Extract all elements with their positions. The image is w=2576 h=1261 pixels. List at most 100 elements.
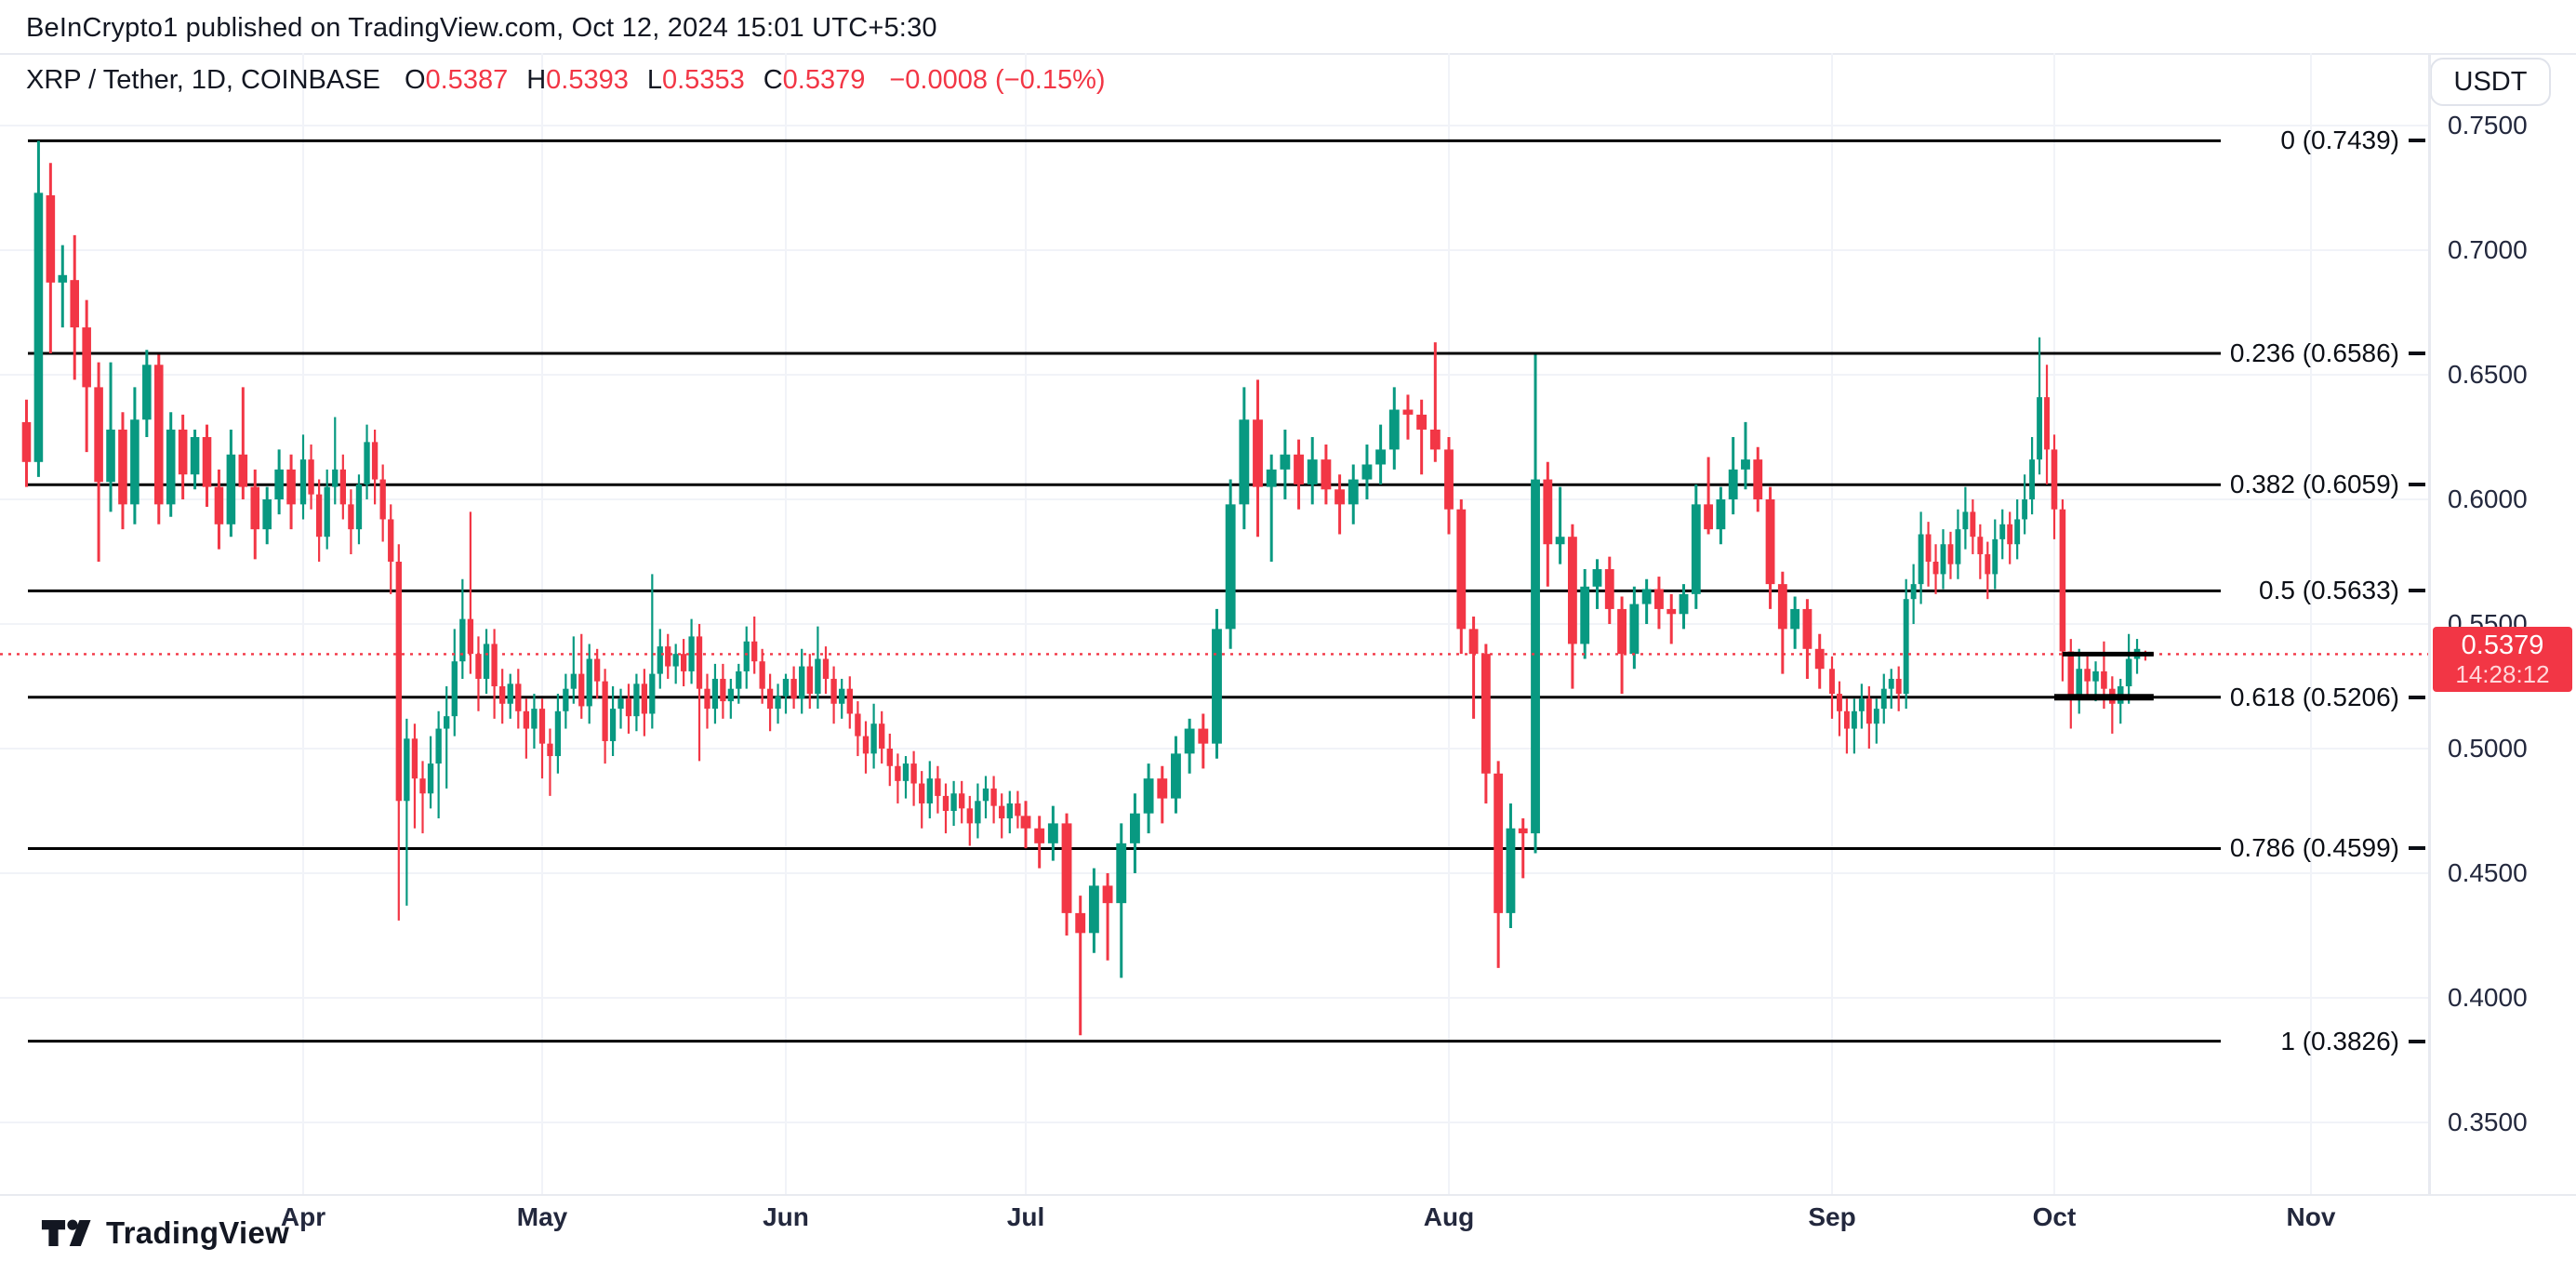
candle-body (226, 454, 236, 524)
candle-body (355, 484, 363, 530)
fib-label: 0.382 (0.6059) (2230, 470, 2425, 499)
candle-body (94, 387, 103, 483)
candle-body (563, 688, 569, 711)
candle-body (609, 709, 617, 741)
candle-body (1925, 534, 1932, 562)
candle-body (1116, 843, 1127, 904)
candle-body (1567, 537, 1577, 644)
candle-body (942, 795, 949, 811)
x-axis-label: Oct (2032, 1202, 2077, 1231)
candle-body (262, 499, 272, 530)
candle-body (926, 778, 933, 803)
candle-body (855, 713, 861, 737)
candle-body (822, 658, 830, 679)
candle-body (1429, 429, 1441, 450)
candle-body (1895, 678, 1902, 695)
candle-body (58, 274, 68, 283)
candle-body (1375, 449, 1387, 465)
candle-body (1918, 534, 1924, 585)
candle-body (1704, 504, 1714, 530)
candle-body (799, 666, 805, 699)
candle-body (315, 494, 323, 538)
candle-body (459, 618, 466, 662)
y-axis-label: 0.5000 (2448, 734, 2528, 763)
candle-body (308, 459, 314, 495)
candle-body (990, 788, 997, 806)
candle-body (1456, 509, 1467, 630)
candle-body (1977, 537, 1984, 554)
attribution-bar: BeInCrypto1 published on TradingView.com… (0, 0, 2576, 53)
candle-body (1481, 654, 1491, 774)
candle-body (1388, 409, 1400, 450)
candle-body (2014, 519, 2021, 545)
fib-label: 0.236 (0.6586) (2230, 338, 2425, 368)
candle-body (1617, 608, 1627, 655)
y-axis-label: 0.3500 (2448, 1108, 2528, 1136)
candle-body (870, 723, 877, 754)
currency-toggle-button[interactable]: USDT (2430, 58, 2551, 106)
tradingview-watermark[interactable]: TradingView (41, 1215, 289, 1252)
candle-body (2007, 524, 2013, 545)
candle-body (118, 429, 127, 505)
fib-tick-dash (2409, 589, 2425, 593)
fib-tick-dash (2409, 139, 2425, 143)
chart-legend[interactable]: XRP / Tether, 1D, COINBASE O0.5387 H0.539… (26, 65, 1106, 96)
price-scale[interactable]: 0.7500 0.7000 0.6500 0.6000 0.5500 0.5000 0.45… (2429, 53, 2576, 1194)
candle-body (1157, 778, 1168, 799)
candle-body (1184, 728, 1195, 754)
candle-body (1837, 694, 1842, 711)
candle-body (1728, 469, 1738, 499)
candle-body (33, 192, 44, 462)
candle-body (806, 666, 813, 695)
candle-body (1629, 604, 1640, 655)
x-axis-label: Sep (1808, 1202, 1856, 1231)
candle-body (130, 419, 139, 505)
candle-body (711, 678, 719, 710)
symbol-description[interactable]: XRP / Tether, 1D, COINBASE (26, 65, 380, 95)
candle-body (1416, 414, 1427, 430)
candle-body (178, 429, 188, 475)
candle-body (1741, 459, 1750, 470)
candle-body (1679, 593, 1689, 615)
candle-body (1543, 479, 1553, 545)
candle-body (2101, 670, 2107, 689)
ohlc-values: O0.5387 H0.5393 L0.5353 C0.5379 (405, 65, 865, 96)
header-divider (0, 53, 2576, 55)
candle-body (554, 710, 562, 757)
candle-body (2125, 658, 2132, 686)
fib-label: 0.786 (0.4599) (2230, 833, 2425, 863)
candle-body (427, 763, 434, 794)
candle-body (641, 684, 647, 714)
candle-body (1047, 823, 1058, 843)
candle-body (1171, 753, 1181, 799)
fib-label: 0 (0.7439) (2280, 126, 2425, 155)
fib-tick-dash (2409, 1039, 2425, 1043)
ohlc-pair: C0.5379 (763, 65, 866, 95)
candle-body (790, 678, 797, 699)
y-axis-label: 0.7500 (2448, 111, 2528, 139)
candle-body (2022, 499, 2028, 520)
candle-body (982, 788, 989, 802)
candle-body (166, 429, 176, 505)
candle-body (1239, 419, 1250, 505)
candle-body (2059, 509, 2066, 652)
candle-body (1910, 584, 1917, 600)
candle-body (657, 646, 663, 674)
candle-body (919, 783, 925, 803)
candle-body (886, 749, 893, 766)
candle-body (332, 469, 339, 487)
candle-body (959, 793, 965, 809)
candle-body (1829, 669, 1835, 695)
candle-body (766, 688, 774, 710)
candle-body (46, 195, 56, 283)
candle-body (1348, 479, 1359, 505)
candle-body (1034, 828, 1045, 843)
candle-body (910, 763, 917, 784)
candle-body (238, 454, 248, 487)
candle-body (751, 641, 758, 662)
time-scale[interactable]: Apr May Jun Jul Aug Sep Oct Nov (0, 1194, 2576, 1239)
candle-body (839, 688, 845, 704)
candle-body (324, 486, 330, 538)
candle-body (649, 673, 656, 714)
